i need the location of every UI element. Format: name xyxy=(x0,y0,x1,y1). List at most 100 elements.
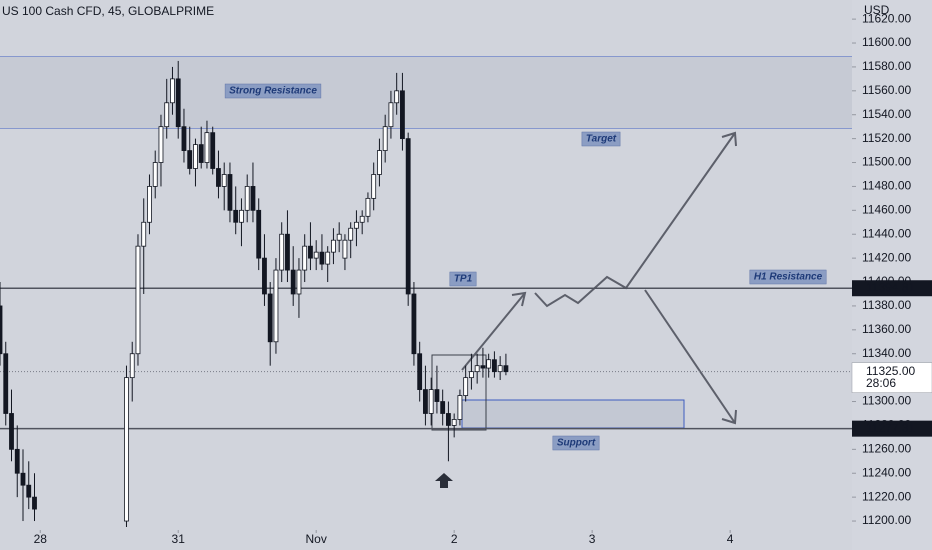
candle-body xyxy=(497,365,503,373)
y-tick-label: 11480.00 xyxy=(862,179,911,193)
candle-body xyxy=(250,186,256,211)
candle-body xyxy=(20,472,26,486)
candle-body xyxy=(187,150,193,169)
y-tick-label: 11500.00 xyxy=(862,155,911,169)
arrow xyxy=(644,289,736,424)
candle-body xyxy=(308,245,313,259)
y-tick-label: 11200.00 xyxy=(862,513,911,527)
arrow-head xyxy=(511,291,527,307)
candle-body xyxy=(262,257,267,295)
candle-body xyxy=(244,186,250,211)
y-tick-label: 11580.00 xyxy=(862,59,911,73)
candle-body xyxy=(423,389,428,414)
x-tick-label: 3 xyxy=(589,532,596,546)
x-tick-label: 31 xyxy=(172,532,186,546)
candle-body xyxy=(141,221,147,247)
candle-body xyxy=(129,353,135,379)
candle-body xyxy=(319,251,325,265)
candle-body xyxy=(14,448,20,474)
candle-body xyxy=(377,150,382,175)
candle-body xyxy=(221,174,227,187)
candle-body xyxy=(446,413,451,426)
x-tick-label: 2 xyxy=(451,532,458,546)
price-tag-label: 11394.81 xyxy=(866,280,915,294)
y-tick-label: 11440.00 xyxy=(862,226,911,240)
candle-body xyxy=(394,90,400,104)
candle-body xyxy=(204,132,210,163)
arrow-head xyxy=(721,409,737,425)
candle-body xyxy=(198,144,204,163)
y-tick-label: 11420.00 xyxy=(862,250,911,264)
candle-body xyxy=(124,377,129,522)
candle-body xyxy=(354,221,359,229)
candle-body xyxy=(348,227,354,241)
chart-title: US 100 Cash CFD, 45, GLOBALPRIME xyxy=(2,4,214,18)
annotation-label: Support xyxy=(557,438,596,449)
candle-body xyxy=(158,126,164,163)
x-tick-label: 28 xyxy=(34,532,48,546)
candle-body xyxy=(400,90,405,140)
candle-body xyxy=(181,126,187,151)
candle-body xyxy=(296,269,302,295)
annotation-box xyxy=(224,83,322,99)
y-tick-label: 11540.00 xyxy=(862,107,911,121)
price-tag-label: 11277.31 xyxy=(866,421,915,435)
price-tag xyxy=(852,280,932,297)
annotation-box xyxy=(552,435,600,451)
currency: USD xyxy=(864,3,890,17)
candle-body xyxy=(486,359,492,369)
candle-body xyxy=(147,186,152,223)
candle-body xyxy=(492,359,497,373)
resistance-zone xyxy=(0,57,852,128)
candle-body xyxy=(313,251,319,259)
annotation-box xyxy=(581,131,621,147)
candle-body xyxy=(434,389,440,402)
candle-body xyxy=(193,144,198,169)
candle-body xyxy=(273,269,279,343)
candle-body xyxy=(371,174,377,199)
y-tick-label: 11340.00 xyxy=(862,346,911,360)
candle-body xyxy=(463,377,469,396)
candle-body xyxy=(152,162,158,187)
y-tick-label: 11300.00 xyxy=(862,394,911,408)
price-tag xyxy=(852,420,932,437)
annotation-label: Target xyxy=(586,134,617,145)
y-tick-label: 11220.00 xyxy=(862,489,911,503)
candle-body xyxy=(32,496,37,510)
candle-body xyxy=(411,293,417,355)
candle-body xyxy=(469,371,474,379)
candle-body xyxy=(331,239,336,253)
y-tick-label: 11600.00 xyxy=(862,35,911,49)
y-tick-label: 11380.00 xyxy=(862,298,911,312)
candle-body xyxy=(405,138,411,295)
candle-body xyxy=(336,233,342,241)
arrow-head xyxy=(721,131,737,147)
annotation-label: TP1 xyxy=(454,274,473,285)
price-axis-panel xyxy=(852,0,932,550)
candle-body xyxy=(382,126,388,151)
up-arrow-icon xyxy=(435,473,453,488)
annotation-label: Strong Resistance xyxy=(229,86,317,97)
candle-body xyxy=(417,353,423,390)
candle-body xyxy=(239,209,244,223)
candle-body xyxy=(267,293,273,343)
y-tick-label: 11520.00 xyxy=(862,131,911,145)
price-tag-label: 11325.00 xyxy=(866,364,915,378)
y-tick-label: 11620.00 xyxy=(862,11,911,25)
candle-body xyxy=(302,245,308,271)
candle-body xyxy=(428,389,434,414)
y-tick-label: 11560.00 xyxy=(862,83,911,97)
candle-body xyxy=(233,209,239,223)
candle-body xyxy=(474,365,480,373)
candle-body xyxy=(325,251,331,265)
candle-body xyxy=(135,245,141,355)
candle-body xyxy=(285,233,290,271)
candle-body xyxy=(503,365,509,373)
candle-body xyxy=(342,239,348,259)
y-tick-label: 11260.00 xyxy=(862,442,911,456)
candle-body xyxy=(170,78,175,104)
candle-body xyxy=(26,484,32,498)
candle-body xyxy=(9,413,14,450)
